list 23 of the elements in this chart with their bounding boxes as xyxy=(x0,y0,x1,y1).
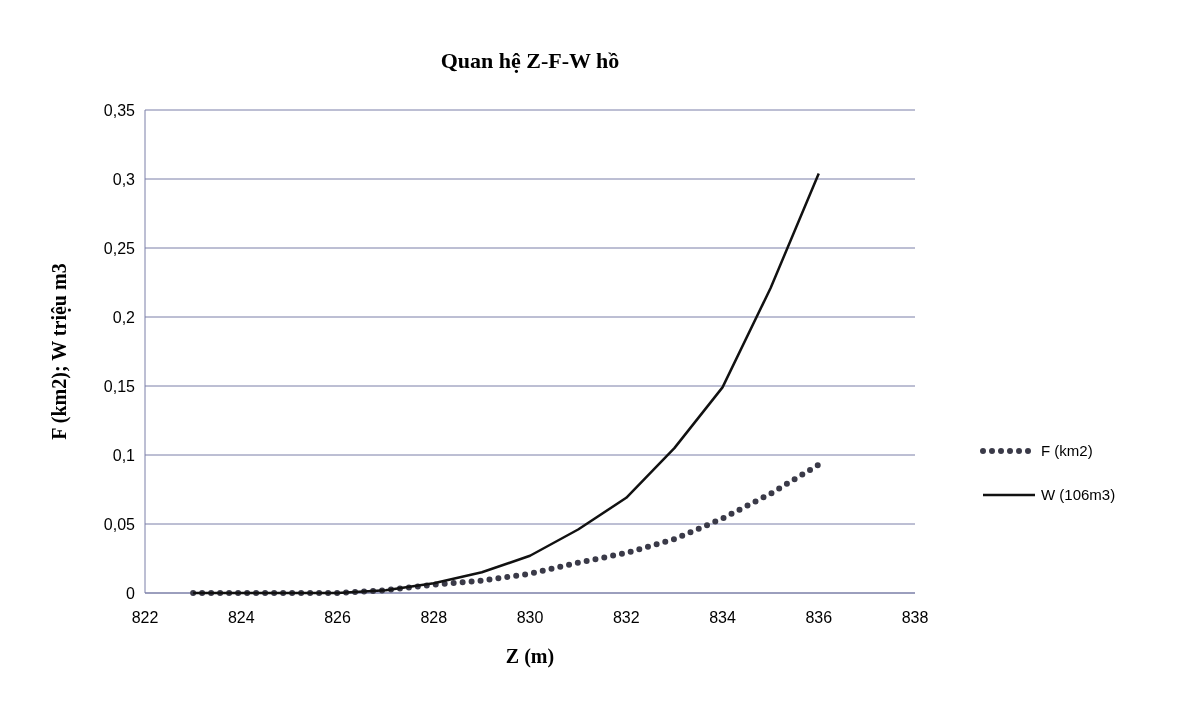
x-tick-label: 826 xyxy=(324,609,351,626)
y-tick-label: 0,3 xyxy=(112,170,136,188)
y-tick-label: 0,15 xyxy=(103,377,136,395)
x-tick-label: 828 xyxy=(420,609,448,626)
line-series xyxy=(191,172,820,595)
chart-title: Quan hệ Z-F-W hồ xyxy=(440,48,620,73)
x-tick-label: 832 xyxy=(612,609,640,626)
y-axis-title: F (km2); W triệu m3 xyxy=(48,263,71,440)
y-tick-label: 0 xyxy=(126,584,136,602)
y-tick-label: 0,35 xyxy=(103,101,136,119)
y-tick-label: 0,1 xyxy=(112,446,136,464)
x-tick-label: 834 xyxy=(709,609,736,626)
y-tick-label: 0,25 xyxy=(103,239,136,257)
y-tick-label: 0,2 xyxy=(112,308,136,326)
x-tick-label: 836 xyxy=(805,609,833,626)
x-tick-label: 822 xyxy=(131,609,159,626)
legend-label: W (106m3) xyxy=(1041,486,1116,504)
x-tick-label: 838 xyxy=(901,609,929,626)
y-tick-label: 0,05 xyxy=(103,515,136,533)
x-tick-label: 830 xyxy=(516,609,544,626)
x-axis-title: Z (m) xyxy=(505,645,555,668)
x-tick-label: 824 xyxy=(227,609,255,626)
legend-label: F (km2) xyxy=(1041,442,1093,460)
